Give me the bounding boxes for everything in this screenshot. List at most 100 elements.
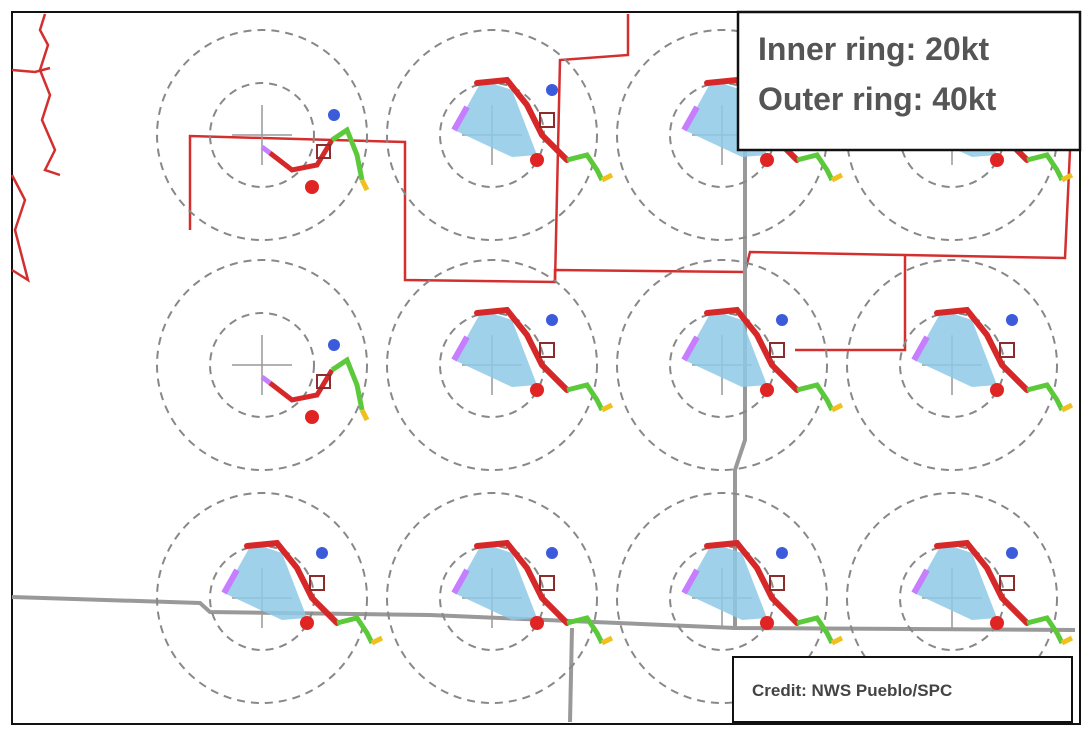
hodo-low xyxy=(451,568,470,595)
storm-inflow-area xyxy=(224,543,307,620)
hodo-mid xyxy=(934,539,1030,626)
mean-wind xyxy=(316,144,331,159)
hodo-top xyxy=(830,635,844,646)
hodo-mid xyxy=(268,138,335,173)
hodo-mid xyxy=(474,539,570,626)
inner-ring-label: Inner ring: 20kt xyxy=(758,31,990,67)
legend-box xyxy=(736,10,1082,152)
inner-ring xyxy=(209,82,315,188)
hodograph-station xyxy=(386,29,614,241)
bunkers-left xyxy=(1006,547,1018,559)
hodo-mid xyxy=(268,368,335,403)
outer-ring xyxy=(386,259,598,471)
bunkers-right xyxy=(305,180,319,194)
bunkers-right xyxy=(305,410,319,424)
storm-inflow-area xyxy=(914,310,997,387)
hodograph-station xyxy=(616,492,844,704)
outer-ring xyxy=(386,29,598,241)
hodograph-station xyxy=(386,492,614,704)
hodo-mid xyxy=(704,306,800,393)
hodo-low xyxy=(221,568,240,595)
hodo-top xyxy=(830,172,844,183)
storm-inflow-area xyxy=(684,543,767,620)
state-line xyxy=(568,627,574,723)
state-line xyxy=(11,595,1076,632)
hodo-upper xyxy=(566,152,605,182)
hodo-low xyxy=(260,145,272,155)
hodo-mid xyxy=(474,76,570,163)
ring-legend-box: Inner ring: 20kt Outer ring: 40kt xyxy=(736,10,1082,152)
credit-box: Credit: NWS Pueblo/SPC xyxy=(732,656,1073,723)
hodo-upper xyxy=(796,152,835,182)
hodo-mid xyxy=(474,306,570,393)
bunkers-left xyxy=(328,339,340,351)
outer-ring xyxy=(616,259,828,471)
bunkers-right xyxy=(530,153,544,167)
hodo-upper xyxy=(566,382,605,412)
hodo-top xyxy=(359,178,370,192)
bunkers-right xyxy=(530,616,544,630)
outer-ring xyxy=(846,492,1058,704)
hodo-upper xyxy=(796,382,835,412)
hodo-upper xyxy=(330,126,365,181)
storm-inflow-area xyxy=(454,310,537,387)
county-lines xyxy=(10,13,1072,352)
hodograph-station xyxy=(616,259,844,471)
hodograph-station xyxy=(156,492,384,704)
mean-wind xyxy=(999,342,1015,358)
hodo-upper xyxy=(1026,615,1065,645)
outer-ring xyxy=(156,29,368,241)
storm-inflow-area xyxy=(454,80,537,157)
storm-inflow-area xyxy=(684,310,767,387)
hodograph-station xyxy=(846,492,1074,704)
hodo-low xyxy=(911,335,930,362)
hodo-top xyxy=(600,402,614,413)
hodograph-station xyxy=(846,259,1074,471)
state-line xyxy=(733,150,747,630)
hodo-low xyxy=(451,335,470,362)
county-line xyxy=(795,255,907,352)
hodo-upper xyxy=(336,615,375,645)
credit-frame xyxy=(732,656,1073,723)
bunkers-right xyxy=(760,153,774,167)
hodo-top xyxy=(830,402,844,413)
storm-inflow-area xyxy=(454,543,537,620)
bunkers-left xyxy=(328,109,340,121)
credit-text: Credit: NWS Pueblo/SPC xyxy=(752,681,952,700)
mean-wind xyxy=(999,575,1015,591)
bunkers-right xyxy=(990,383,1004,397)
outer-ring xyxy=(616,492,828,704)
bunkers-right xyxy=(300,616,314,630)
hodo-upper xyxy=(796,615,835,645)
bunkers-left xyxy=(316,547,328,559)
bunkers-left xyxy=(776,547,788,559)
hodo-mid xyxy=(934,306,1030,393)
hodo-mid xyxy=(244,539,340,626)
outer-ring xyxy=(386,492,598,704)
hodograph-station xyxy=(156,29,370,241)
bunkers-left xyxy=(776,314,788,326)
outer-ring xyxy=(156,492,368,704)
bunkers-right xyxy=(990,616,1004,630)
county-line xyxy=(38,13,61,177)
hodo-low xyxy=(260,375,272,385)
hodo-top xyxy=(600,172,614,183)
hodo-low xyxy=(451,105,470,132)
state-lines xyxy=(11,150,1076,723)
hodo-upper xyxy=(566,615,605,645)
hodo-low xyxy=(681,568,700,595)
bunkers-right xyxy=(990,153,1004,167)
outer-ring xyxy=(846,259,1058,471)
hodo-upper xyxy=(1026,152,1065,182)
inner-ring xyxy=(209,312,315,418)
hodo-low xyxy=(911,568,930,595)
hodo-top xyxy=(359,408,370,422)
bunkers-right xyxy=(760,383,774,397)
storm-inflow-area xyxy=(914,543,997,620)
bunkers-right xyxy=(760,616,774,630)
mean-wind xyxy=(539,342,555,358)
bunkers-left xyxy=(1006,314,1018,326)
mean-wind xyxy=(309,575,325,591)
